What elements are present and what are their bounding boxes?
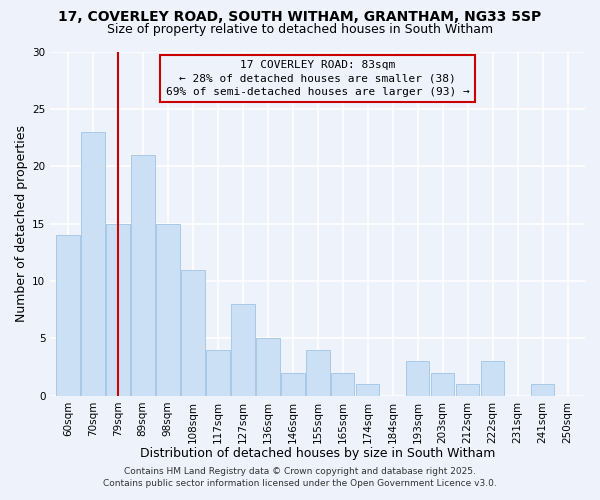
Bar xyxy=(306,350,329,396)
Bar xyxy=(406,362,430,396)
Text: 17 COVERLEY ROAD: 83sqm
← 28% of detached houses are smaller (38)
69% of semi-de: 17 COVERLEY ROAD: 83sqm ← 28% of detache… xyxy=(166,60,470,96)
Bar xyxy=(431,373,454,396)
Bar xyxy=(231,304,254,396)
Bar xyxy=(206,350,230,396)
Bar xyxy=(481,362,505,396)
Bar xyxy=(106,224,130,396)
Bar xyxy=(256,338,280,396)
Bar xyxy=(56,235,80,396)
Text: Contains HM Land Registry data © Crown copyright and database right 2025.
Contai: Contains HM Land Registry data © Crown c… xyxy=(103,466,497,487)
Bar xyxy=(156,224,179,396)
Bar xyxy=(331,373,355,396)
Bar xyxy=(181,270,205,396)
Bar xyxy=(81,132,104,396)
Bar xyxy=(281,373,305,396)
Bar xyxy=(530,384,554,396)
Bar xyxy=(356,384,379,396)
Bar xyxy=(131,155,155,396)
Text: 17, COVERLEY ROAD, SOUTH WITHAM, GRANTHAM, NG33 5SP: 17, COVERLEY ROAD, SOUTH WITHAM, GRANTHA… xyxy=(58,10,542,24)
Text: Size of property relative to detached houses in South Witham: Size of property relative to detached ho… xyxy=(107,22,493,36)
Bar xyxy=(455,384,479,396)
Y-axis label: Number of detached properties: Number of detached properties xyxy=(15,125,28,322)
X-axis label: Distribution of detached houses by size in South Witham: Distribution of detached houses by size … xyxy=(140,447,496,460)
